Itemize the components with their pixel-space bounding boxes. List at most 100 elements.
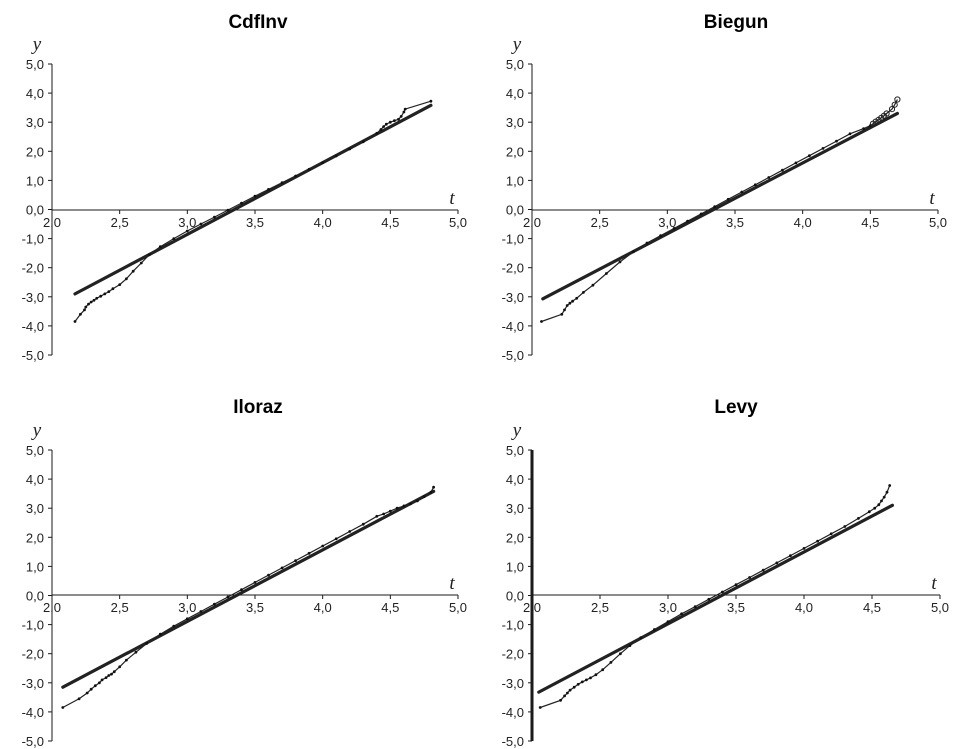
data-point <box>882 495 886 499</box>
data-point <box>199 222 203 226</box>
x-axis-label: t <box>929 188 935 209</box>
y-axis-label: y <box>31 420 42 441</box>
chart-title: CdfInv <box>228 12 288 33</box>
data-point <box>873 506 877 510</box>
data-point <box>594 673 598 677</box>
y-tick-label: -2,0 <box>22 647 44 662</box>
data-point <box>307 551 311 555</box>
data-point <box>134 650 138 654</box>
data-point <box>848 132 852 136</box>
fit-line <box>541 111 899 301</box>
y-tick-label: -4,0 <box>502 705 524 720</box>
y-tick-label: -5,0 <box>22 734 44 748</box>
data-point <box>112 670 116 674</box>
chart-panel-cdfinv: CdfInv 5,0 4,0 3,0 2,0 1,0 0,0 -1,0 -2,0 -3,0 -4,… <box>0 0 478 374</box>
y-tick-label: 3,0 <box>26 115 44 130</box>
data-point <box>77 697 81 701</box>
data-point <box>582 291 585 294</box>
data-point <box>267 188 270 191</box>
data-point <box>213 602 216 606</box>
data-point <box>601 668 605 672</box>
data-point <box>98 681 101 685</box>
data-point <box>240 201 243 205</box>
data-point <box>294 174 297 178</box>
x-tick-label: 4,0 <box>795 600 813 615</box>
data-point <box>816 539 819 543</box>
data-point <box>789 554 792 557</box>
data-point <box>334 537 338 541</box>
y-tick-label: -4,0 <box>22 319 44 334</box>
data-point <box>619 652 622 656</box>
y-tick-label: 3,0 <box>26 501 44 516</box>
data-point <box>89 687 93 691</box>
data-point <box>125 658 128 662</box>
data-point <box>794 161 798 165</box>
data-point <box>699 212 703 216</box>
chart-panel-levy: Levy 5,0 4,0 3,0 2,0 1,0 0,0 -1,0 -2,0 -3,0 -4,0 -… <box>478 374 956 748</box>
x-tick-label: 3,5 <box>246 600 264 615</box>
data-point <box>99 294 103 298</box>
x-tick-label: 2,5 <box>111 600 129 615</box>
data-point <box>226 595 230 599</box>
data-point <box>808 154 811 158</box>
data-point <box>883 110 890 117</box>
data-point <box>572 685 576 689</box>
data-point <box>666 620 670 624</box>
data-point <box>680 612 683 616</box>
data-point <box>867 510 871 514</box>
x-tick-label: 2,0 <box>43 215 61 230</box>
data-point <box>672 227 676 230</box>
x-tick-label: 4,0 <box>794 215 812 230</box>
data-point <box>894 96 901 103</box>
data-point <box>107 290 111 293</box>
data-point <box>131 269 135 273</box>
data-point <box>422 495 426 498</box>
data-point <box>734 583 738 587</box>
chart-svg-cdfinv: CdfInv 5,0 4,0 3,0 2,0 1,0 0,0 -1,0 -2,0 -3,0 -4,… <box>22 12 467 363</box>
data-point <box>802 547 806 550</box>
x-tick-label: 3,5 <box>246 215 264 230</box>
data-point <box>73 320 77 323</box>
data-point <box>213 215 216 219</box>
y-tick-label: -1,0 <box>22 618 44 633</box>
y-tick-label: 0,0 <box>26 203 44 218</box>
data-point <box>585 678 588 682</box>
data-point <box>93 684 97 688</box>
data-point <box>753 183 757 187</box>
x-tick-label: 2,5 <box>591 215 609 230</box>
chart-svg-biegun: Biegun 5,0 4,0 3,0 2,0 1,0 0,0 -1,0 -2,0 -3,0 -4,… <box>502 12 947 363</box>
y-tick-label: 2,0 <box>26 144 44 159</box>
data-point <box>158 632 162 636</box>
data-point <box>568 688 572 692</box>
data-point <box>885 490 889 494</box>
data-point <box>83 308 86 312</box>
chart-title: Biegun <box>704 12 768 33</box>
data-point <box>416 499 419 503</box>
data-point <box>402 110 406 114</box>
y-tick-label: -3,0 <box>502 676 524 691</box>
data-point <box>888 106 896 113</box>
data-point <box>767 176 771 179</box>
x-tick-label: 3,0 <box>178 215 196 230</box>
data-point <box>880 499 883 503</box>
y-tick-label: -3,0 <box>22 676 44 691</box>
y-axis-label: y <box>511 420 522 441</box>
data-point <box>87 302 90 306</box>
y-tick-label: 5,0 <box>506 443 524 458</box>
x-tick-label: 5,0 <box>449 600 467 615</box>
data-point <box>240 588 243 592</box>
data-point <box>307 167 311 171</box>
data-point <box>79 312 82 316</box>
data-point <box>107 674 111 677</box>
data-point <box>429 99 433 103</box>
data-point <box>375 131 379 135</box>
data-point <box>118 283 122 286</box>
data-point <box>89 300 93 304</box>
x-axis-label: t <box>931 573 937 594</box>
data-point <box>591 283 595 287</box>
data-point <box>399 115 403 118</box>
data-point <box>576 682 580 686</box>
x-tick-label: 2,0 <box>523 600 541 615</box>
data-point <box>645 241 649 245</box>
data-point <box>280 566 284 570</box>
